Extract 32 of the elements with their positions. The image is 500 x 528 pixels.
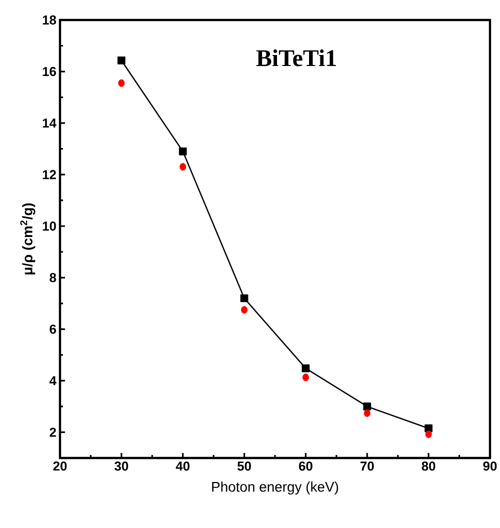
y-tick-label: 16	[42, 66, 56, 76]
x-tick-label: 90	[483, 462, 497, 471]
point	[363, 402, 372, 410]
point	[425, 430, 432, 438]
y-tick-label: 14	[42, 118, 56, 128]
y-tick-label: 8	[50, 273, 56, 282]
text: BiTeTi1	[256, 49, 336, 66]
point	[302, 364, 310, 372]
point	[117, 56, 126, 64]
x-tick-label: 60	[298, 462, 312, 471]
x-tick-label: 20	[53, 462, 67, 471]
y-tick-label: 12	[42, 170, 56, 180]
point	[364, 409, 370, 417]
y-tick-label: 10	[42, 222, 56, 231]
point	[180, 163, 186, 171]
y-tick-label: 4	[49, 376, 56, 386]
y-axis-title: μ/ρ (cm$^{2}$/g)	[20, 203, 36, 274]
point	[424, 424, 433, 432]
point	[302, 374, 309, 382]
x-tick-label: 50	[237, 462, 251, 471]
x-tick-label: 40	[176, 462, 190, 471]
point	[241, 306, 248, 314]
point	[178, 147, 187, 156]
point	[118, 79, 125, 87]
y-tick-label: 6	[50, 324, 56, 334]
y-tick-label: 2	[50, 428, 56, 437]
x-axis-title: Photon energy (keV)	[212, 482, 338, 495]
y-tick-label: 18	[42, 15, 56, 25]
x-tick-label: 30	[114, 462, 128, 471]
x-tick-label: 80	[422, 462, 436, 471]
point	[240, 294, 248, 302]
x-tick-label: 70	[360, 462, 374, 471]
